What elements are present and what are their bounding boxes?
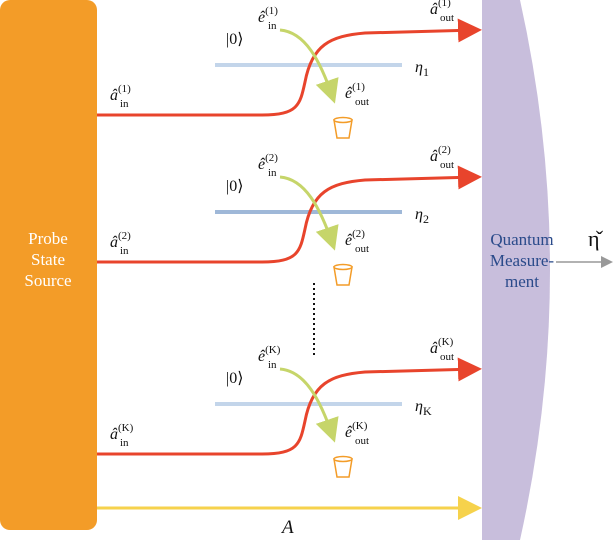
environment-beam xyxy=(279,367,339,443)
source-label: Source xyxy=(24,271,71,290)
sup: (2) xyxy=(265,152,278,164)
vacuum-label: |0⟩ xyxy=(226,178,243,195)
sup: (2) xyxy=(352,228,365,240)
sup: (2) xyxy=(438,144,451,156)
base: ê xyxy=(258,9,266,26)
signal-beam xyxy=(97,18,482,117)
measurement-label: Measure- xyxy=(490,251,555,270)
environment-beam xyxy=(279,28,339,104)
eta-label: ηK xyxy=(415,398,432,418)
measurement-label: ment xyxy=(505,272,539,291)
sup: (K) xyxy=(118,422,134,434)
sub: K xyxy=(423,404,432,418)
base: â xyxy=(110,234,118,251)
eta-label: η2 xyxy=(415,206,429,226)
base: ê xyxy=(258,348,266,365)
e-in-label: ê(1) in xyxy=(258,5,278,32)
sub: in xyxy=(120,98,129,110)
sub: out xyxy=(440,12,454,24)
eta-label: η1 xyxy=(415,59,429,79)
e-out-label: ê(2) out xyxy=(345,228,369,255)
base: â xyxy=(110,426,118,443)
a-out-label: â(K) out xyxy=(430,336,454,363)
base: η xyxy=(415,206,423,223)
a-in-label: â(1) in xyxy=(110,83,131,110)
base: ê xyxy=(258,156,266,173)
sub: in xyxy=(120,245,129,257)
sub: out xyxy=(440,351,454,363)
base: η xyxy=(415,398,423,415)
sup: (K) xyxy=(438,336,454,348)
sub: out xyxy=(440,159,454,171)
source-label: State xyxy=(31,250,65,269)
sub: in xyxy=(268,167,277,179)
bucket-rim xyxy=(333,455,353,463)
a-in-label: â(2) in xyxy=(110,230,131,257)
base: ê xyxy=(345,232,353,249)
e-out-label: ê(1) out xyxy=(345,81,369,108)
sub: out xyxy=(355,435,369,447)
signal-beam xyxy=(97,357,482,456)
base: â xyxy=(110,87,118,104)
base: â xyxy=(430,340,438,357)
sup: (K) xyxy=(352,420,368,432)
base: â xyxy=(430,148,438,165)
signal-beam xyxy=(97,165,482,264)
a-out-label: â(1) out xyxy=(430,0,454,24)
estimate-label: η̌ xyxy=(588,226,604,251)
sub: out xyxy=(355,243,369,255)
e-in-label: ê(K) in xyxy=(258,344,281,371)
sub: in xyxy=(268,20,277,32)
sup: (1) xyxy=(118,83,131,95)
sub: 1 xyxy=(423,65,429,79)
ancilla-label: A xyxy=(280,517,294,538)
base: â xyxy=(430,1,438,18)
vacuum-label: |0⟩ xyxy=(226,370,243,387)
sup: (2) xyxy=(118,230,131,242)
base: η xyxy=(415,59,423,76)
base: ê xyxy=(345,424,353,441)
bucket-rim xyxy=(333,116,353,124)
measurement-box xyxy=(482,0,550,540)
sup: (1) xyxy=(265,5,278,17)
source-label: Probe xyxy=(28,229,68,248)
sub: 2 xyxy=(423,212,429,226)
a-in-label: â(K) in xyxy=(110,422,134,449)
measurement-label: Quantum xyxy=(490,230,553,249)
e-in-label: ê(2) in xyxy=(258,152,278,179)
vacuum-label: |0⟩ xyxy=(226,31,243,48)
e-out-label: ê(K) out xyxy=(345,420,369,447)
sup: (1) xyxy=(352,81,365,93)
environment-beam xyxy=(279,175,339,251)
sub: in xyxy=(268,359,277,371)
source-box xyxy=(0,0,97,530)
sub: in xyxy=(120,437,129,449)
base: ê xyxy=(345,85,353,102)
sub: out xyxy=(355,96,369,108)
sup: (1) xyxy=(438,0,451,9)
bucket-rim xyxy=(333,263,353,271)
a-out-label: â(2) out xyxy=(430,144,454,171)
sup: (K) xyxy=(265,344,281,356)
